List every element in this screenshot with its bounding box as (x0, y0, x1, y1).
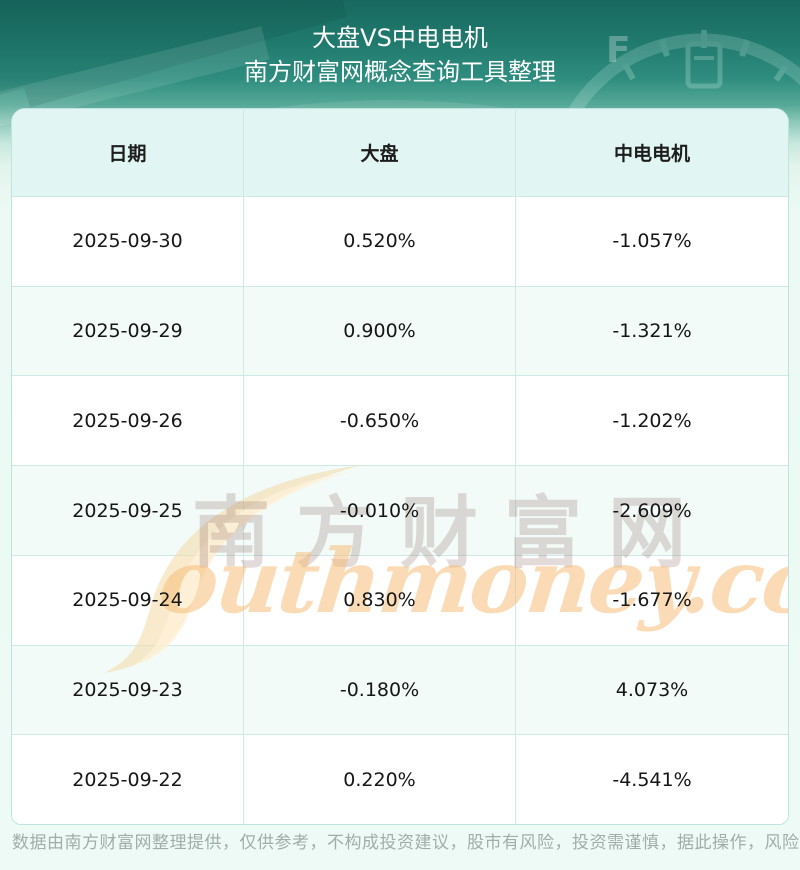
market-value-cell: 0.220% (244, 735, 516, 824)
date-cell-text: 2025-09-30 (72, 230, 183, 253)
table-row: 2025-09-22 0.220% -4.541% (12, 734, 788, 824)
stock-value-cell-text: -2.609% (612, 499, 692, 522)
market-value-cell-text: 0.900% (343, 320, 416, 343)
stock-value-cell: -1.677% (516, 556, 788, 645)
date-cell: 2025-09-22 (12, 735, 244, 824)
stock-value-cell: -1.202% (516, 376, 788, 465)
market-value-cell: -0.180% (244, 645, 516, 735)
stock-value-cell-text: -1.057% (612, 230, 692, 253)
table-body: 2025-09-30 0.520% -1.057% 2025-09-29 0.900% -… (12, 196, 788, 824)
stock-value-cell: -2.609% (516, 466, 788, 555)
date-cell-text: 2025-09-25 (72, 499, 183, 522)
stock-value-cell: -1.321% (516, 287, 788, 376)
comparison-table: 日期 大盘 中电电机 2025-09-30 0.520% -1.057% 2025-0… (11, 108, 789, 825)
table-row: 2025-09-29 0.900% -1.321% (12, 285, 788, 376)
page-title: 大盘VS中电电机 (312, 24, 488, 52)
date-cell: 2025-09-30 (12, 197, 244, 286)
column-header-stock: 中电电机 (613, 143, 690, 165)
date-cell: 2025-09-25 (12, 466, 244, 555)
market-value-cell-text: -0.650% (339, 409, 420, 432)
table-row: 2025-09-24 0.830% -1.677% (12, 554, 788, 645)
market-value-cell: 0.520% (244, 197, 516, 286)
column-header-market: 大盘 (244, 109, 516, 196)
stock-value-cell: -4.541% (516, 735, 788, 824)
date-cell-text: 2025-09-24 (72, 589, 183, 612)
table-row: 2025-09-30 0.520% -1.057% (12, 196, 788, 286)
stock-value-cell-text: -1.677% (612, 589, 692, 612)
date-cell-text: 2025-09-22 (72, 768, 183, 791)
stock-value-cell-text: -1.202% (612, 409, 692, 432)
title-block: 大盘VS中电电机 南方财富网概念查询工具整理 (0, 21, 800, 89)
market-value-cell-text: 0.830% (343, 589, 416, 612)
stock-value-cell: 4.073% (516, 646, 788, 735)
date-cell-text: 2025-09-26 (72, 409, 183, 432)
market-value-cell: 0.900% (244, 286, 516, 376)
page-subtitle: 南方财富网概念查询工具整理 (244, 58, 556, 86)
market-value-cell-text: -0.010% (339, 499, 420, 522)
disclaimer-text: 数据由南方财富网整理提供，仅供参考，不构成投资建议，股市有风险，投资需谨慎，据此… (12, 833, 800, 853)
market-value-cell: 0.830% (244, 555, 516, 645)
market-value-cell-text: 0.520% (343, 230, 416, 253)
market-value-cell-text: 0.220% (343, 768, 416, 791)
date-cell: 2025-09-24 (12, 555, 244, 645)
stock-value-cell: -1.057% (516, 197, 788, 286)
table-row: 2025-09-25 -0.010% -2.609% (12, 465, 788, 555)
date-cell-text: 2025-09-23 (72, 678, 183, 701)
date-cell: 2025-09-29 (12, 286, 244, 376)
date-cell: 2025-09-26 (12, 376, 244, 466)
table-row: 2025-09-23 -0.180% 4.073% (12, 644, 788, 735)
column-header-date: 日期 (12, 109, 244, 196)
stock-value-cell-text: -4.541% (612, 768, 692, 791)
table-row: 2025-09-26 -0.650% -1.202% (12, 375, 788, 466)
stock-value-cell-text: -1.321% (612, 320, 692, 343)
stock-value-cell-text: 4.073% (615, 678, 689, 701)
table-header-row: 日期 大盘 中电电机 (12, 109, 788, 196)
date-cell: 2025-09-23 (12, 645, 244, 735)
market-value-cell-text: -0.180% (339, 678, 420, 701)
market-value-cell: -0.010% (244, 466, 516, 555)
date-cell-text: 2025-09-29 (72, 320, 183, 343)
market-value-cell: -0.650% (244, 376, 516, 466)
